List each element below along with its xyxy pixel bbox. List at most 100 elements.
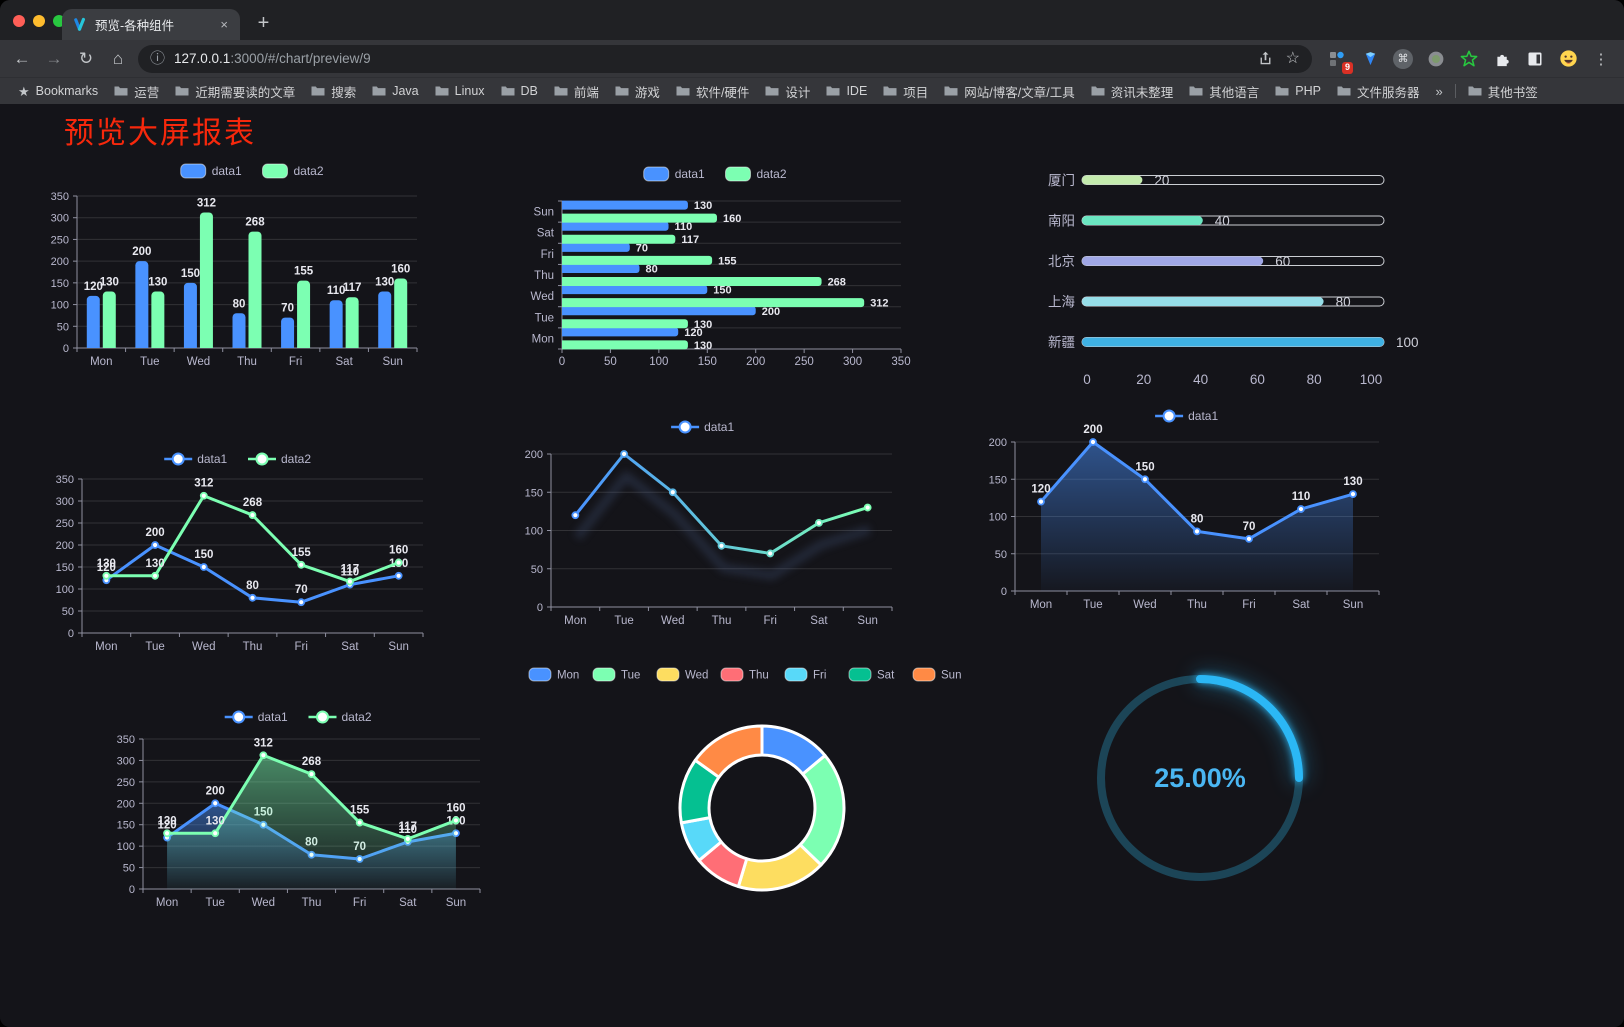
legend-item-Wed[interactable]: Wed [656, 667, 708, 682]
svg-text:80: 80 [1336, 295, 1351, 310]
chart-city-progress[interactable]: 厦门 20 南阳 40 北京 60 上海 80 新疆 100 0 20 40 60 80 100 [1030, 159, 1425, 394]
reload-icon[interactable]: ↻ [78, 48, 94, 68]
bookmark-folder[interactable]: PHP [1267, 78, 1329, 104]
donut-slice-Wed[interactable] [736, 843, 823, 892]
legend-item-Mon[interactable]: Mon [528, 667, 579, 682]
green-star-extension-icon[interactable] [1458, 48, 1480, 70]
bookmark-folder[interactable]: IDE [818, 78, 875, 104]
browser-tab[interactable]: 预览-各种组件 × [62, 9, 240, 40]
bookmark-folder[interactable]: Linux [427, 78, 493, 104]
svg-text:50: 50 [995, 549, 1007, 561]
svg-text:Sun: Sun [941, 670, 961, 682]
recorder-extension-icon[interactable] [1425, 48, 1447, 70]
bookmark-folder[interactable]: 设计 [757, 78, 818, 104]
bookmark-folder[interactable]: 其他语言 [1181, 78, 1267, 104]
bookmark-label: DB [520, 84, 538, 98]
back-icon[interactable]: ← [13, 48, 31, 68]
legend-item-Sun[interactable]: Sun [912, 667, 961, 682]
legend-item-Sat[interactable]: Sat [848, 667, 895, 682]
bookmark-folder[interactable]: 文件服务器 [1329, 78, 1428, 104]
home-icon[interactable]: ⌂ [112, 48, 124, 68]
minimize-window-button[interactable] [33, 15, 45, 27]
svg-text:Tue: Tue [206, 897, 225, 909]
svg-text:130: 130 [206, 815, 225, 827]
bookmark-folder[interactable]: 搜索 [303, 78, 364, 104]
legend-item-data1[interactable]: data1 [643, 166, 705, 182]
chart-bar-vertical[interactable]: 0 50 100 150 200 250 300 350 Mon Tue Wed Thu Fri Sat S… [42, 152, 427, 376]
legend-item-data1[interactable]: data1 [164, 452, 228, 466]
extensions-puzzle-icon[interactable] [1491, 48, 1513, 70]
folder-icon [615, 86, 629, 96]
bookmark-folder[interactable]: 运营 [106, 78, 167, 104]
bookmark-folder[interactable]: DB [493, 78, 546, 104]
bookmark-folder[interactable]: 前端 [546, 78, 607, 104]
bookmark-folder[interactable]: 软件/硬件 [668, 78, 757, 104]
site-favicon [74, 17, 86, 31]
svg-text:Thu: Thu [243, 641, 263, 653]
bookmark-folder[interactable]: 网站/博客/文章/工具 [936, 78, 1082, 104]
chart-line-two[interactable]: 0 50 100 150 200 250 300 350 Mon Tue Wed Thu Fri Sat S… [45, 441, 435, 656]
legend-item-Tue[interactable]: Tue [592, 667, 640, 682]
svg-text:300: 300 [117, 755, 135, 767]
gem-extension-icon[interactable] [1359, 48, 1381, 70]
bookmark-folder[interactable]: 项目 [875, 78, 936, 104]
svg-text:Tue: Tue [145, 641, 164, 653]
legend-item-data1[interactable]: data1 [671, 420, 734, 434]
legend-item-data2[interactable]: data2 [262, 163, 324, 179]
forward-icon[interactable]: → [45, 48, 63, 68]
bookmark-folder[interactable]: 近期需要读的文章 [167, 78, 303, 104]
donut-slice-Sun[interactable] [693, 724, 764, 779]
svg-text:Mon: Mon [156, 897, 178, 909]
tab-close-icon[interactable]: × [220, 17, 228, 32]
command-extension-icon[interactable]: ⌘ [1392, 48, 1414, 70]
reading-mode-icon[interactable] [1524, 48, 1546, 70]
svg-text:155: 155 [350, 805, 370, 817]
chart-area-two[interactable]: 0 50 100 150 200 250 300 350 Mon Tue Wed Thu Fri Sat S… [108, 701, 493, 916]
bookmarks-overflow-chevron[interactable]: » [1435, 83, 1443, 99]
legend-item-data1[interactable]: data1 [224, 710, 288, 724]
legend-item-data2[interactable]: data2 [248, 452, 311, 466]
folder-icon [765, 86, 779, 96]
bookmarks-manager[interactable]: ★ Bookmarks [10, 78, 106, 104]
share-icon[interactable] [1257, 50, 1274, 67]
svg-text:Mon: Mon [1030, 599, 1052, 611]
new-tab-button[interactable]: + [257, 12, 270, 34]
chart-line-gradient[interactable]: 0 50 100 150 200 Mon Tue Wed Thu Fri Sat Sun data1 [505, 396, 905, 636]
svg-text:150: 150 [698, 356, 717, 368]
svg-text:data1: data1 [1188, 409, 1218, 423]
svg-text:20: 20 [1154, 173, 1169, 188]
legend-item-data2[interactable]: data2 [308, 710, 372, 724]
chart-area-one[interactable]: 0 50 100 150 200 Mon Tue Wed Thu Fri Sat Sun data1 12… [985, 387, 1393, 622]
close-window-button[interactable] [13, 15, 25, 27]
svg-text:110: 110 [675, 221, 693, 233]
legend-item-data1[interactable]: data1 [180, 163, 242, 179]
tab-manager-extension-icon[interactable]: 9 [1326, 48, 1353, 74]
chart-ring-progress[interactable]: 25.00% [1093, 674, 1308, 889]
bookmark-folder[interactable]: 资讯未整理 [1083, 78, 1182, 104]
donut-slice-Tue[interactable] [798, 754, 846, 867]
bookmark-folder[interactable]: 游戏 [607, 78, 668, 104]
svg-text:150: 150 [117, 820, 135, 832]
svg-text:北京: 北京 [1048, 254, 1075, 269]
legend-item-Thu[interactable]: Thu [720, 667, 769, 682]
legend-item-Fri[interactable]: Fri [784, 667, 826, 682]
bookmark-star-icon[interactable]: ☆ [1285, 49, 1300, 67]
svg-text:Thu: Thu [1187, 599, 1207, 611]
svg-text:50: 50 [531, 564, 543, 576]
legend-item-data1[interactable]: data1 [1155, 409, 1218, 423]
chart-bar-horizontal[interactable]: data1 data2 0 50 100 150 200 250 300 350 Mon Tue Wed… [500, 156, 915, 373]
other-bookmarks-folder[interactable]: 其他书签 [1460, 78, 1546, 104]
svg-text:117: 117 [341, 564, 360, 576]
bookmark-folder[interactable]: Java [364, 78, 426, 104]
page-info-icon[interactable]: ⓘ [150, 50, 166, 67]
emoji-extension-icon[interactable] [1557, 48, 1579, 70]
bookmark-label: 搜索 [331, 85, 357, 100]
legend-item-data2[interactable]: data2 [725, 166, 787, 182]
browser-menu-icon[interactable]: ⋮ [1593, 50, 1609, 68]
address-bar[interactable]: ⓘ 127.0.0.1:3000/#/chart/preview/9 ☆ [138, 44, 1312, 73]
svg-text:50: 50 [57, 321, 69, 333]
svg-text:Wed: Wed [531, 291, 554, 303]
svg-text:200: 200 [145, 527, 164, 539]
chart-weekday-donut[interactable]: Mon Tue Wed Thu Fri Sat Sun [528, 656, 961, 906]
folder-icon [311, 86, 325, 96]
